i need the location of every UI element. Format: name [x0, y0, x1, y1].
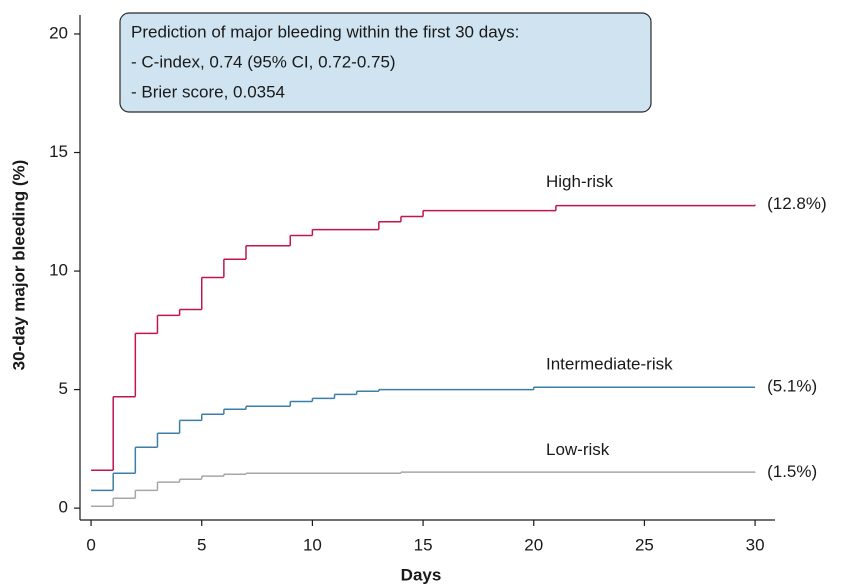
y-axis-label: 30-day major bleeding (%): [9, 160, 28, 371]
y-tick-label: 10: [49, 261, 68, 280]
series-label: High-risk: [546, 172, 614, 191]
x-tick-label: 5: [197, 535, 206, 554]
annotation-line: - C-index, 0.74 (95% CI, 0.72-0.75): [131, 52, 396, 71]
annotation-line: Prediction of major bleeding within the …: [131, 22, 519, 41]
x-tick-label: 10: [303, 535, 322, 554]
end-label: (1.5%): [767, 462, 817, 481]
y-tick-label: 15: [49, 142, 68, 161]
y-tick-label: 20: [49, 23, 68, 42]
x-tick-label: 15: [414, 535, 433, 554]
y-tick-label: 0: [59, 498, 68, 517]
x-tick-label: 0: [86, 535, 95, 554]
y-tick-label: 5: [59, 379, 68, 398]
end-label: (12.8%): [767, 194, 827, 213]
end-label: (5.1%): [767, 377, 817, 396]
series-label: Intermediate-risk: [546, 355, 673, 374]
series-label: Low-risk: [546, 440, 610, 459]
x-tick-label: 20: [524, 535, 543, 554]
annotation-line: - Brier score, 0.0354: [131, 82, 285, 101]
x-tick-label: 30: [746, 535, 765, 554]
x-tick-label: 25: [635, 535, 654, 554]
annotation-box: [119, 12, 652, 113]
x-axis-label: Days: [401, 565, 442, 584]
